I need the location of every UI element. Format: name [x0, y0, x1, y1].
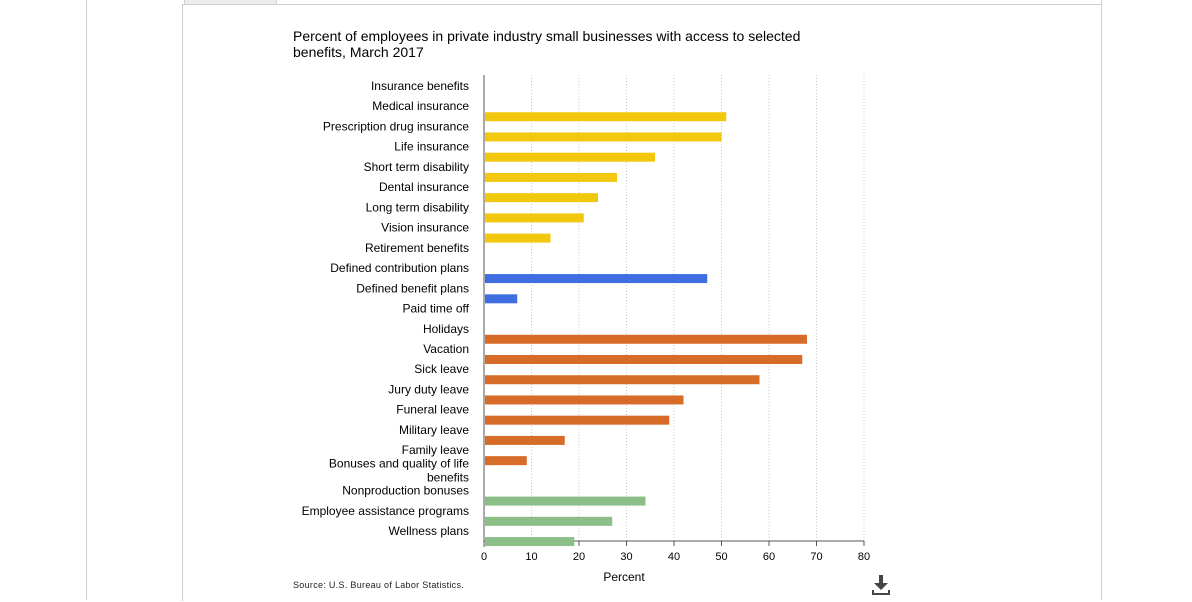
x-tick-label: 80: [858, 551, 870, 563]
chart-title: Percent of employees in private industry…: [293, 28, 801, 60]
category-label: Family leave: [402, 443, 470, 457]
page-border-left: [86, 0, 87, 600]
category-label: Vision insurance: [381, 221, 469, 235]
category-label: Bonuses and quality of life benefits: [329, 456, 469, 484]
bar-bonuses: [485, 516, 613, 526]
bar-paid_time_off: [485, 415, 670, 425]
category-label: Insurance benefits: [371, 79, 469, 93]
download-icon[interactable]: [870, 573, 892, 597]
bar-insurance: [485, 132, 722, 142]
x-tick-label: 0: [481, 551, 487, 563]
category-label: Sick leave: [414, 362, 469, 376]
category-label: Life insurance: [394, 140, 469, 154]
bar-retirement: [485, 294, 518, 304]
category-label: Long term disability: [366, 200, 469, 214]
category-label: Prescription drug insurance: [323, 119, 469, 133]
bar-paid_time_off: [485, 375, 760, 385]
category-label: Short term disability: [364, 160, 469, 174]
x-tick-label: 50: [715, 551, 727, 563]
category-label: Medical insurance: [372, 99, 469, 113]
x-axis-title: Percent: [603, 570, 645, 584]
bar-bonuses: [485, 496, 646, 506]
bar-retirement: [485, 274, 708, 284]
category-label: Funeral leave: [396, 403, 469, 417]
x-tick-label: 20: [573, 551, 585, 563]
category-label: Defined contribution plans: [330, 261, 469, 275]
category-label: Holidays: [423, 322, 469, 336]
x-tick-label: 10: [525, 551, 537, 563]
bar-paid_time_off: [485, 334, 807, 344]
bar-paid_time_off: [485, 456, 527, 466]
x-tick-label: 30: [620, 551, 632, 563]
bar-insurance: [485, 112, 727, 122]
category-label: Wellness plans: [389, 524, 469, 538]
x-tick-label: 40: [668, 551, 680, 563]
bar-paid_time_off: [485, 395, 684, 405]
bar-insurance: [485, 193, 598, 203]
category-label: Military leave: [399, 423, 469, 437]
source-note: Source: U.S. Bureau of Labor Statistics.: [293, 580, 465, 590]
category-label: Defined benefit plans: [356, 281, 469, 295]
bar-paid_time_off: [485, 354, 803, 364]
bar-insurance: [485, 213, 584, 223]
bar-insurance: [485, 233, 551, 243]
category-label: Retirement benefits: [365, 241, 469, 255]
category-label: Vacation: [423, 342, 469, 356]
bar-insurance: [485, 172, 617, 182]
x-tick-label: 70: [810, 551, 822, 563]
category-label: Nonproduction bonuses: [342, 484, 469, 498]
category-label: Jury duty leave: [388, 382, 469, 396]
category-label: Dental insurance: [379, 180, 469, 194]
page-border-right: [1101, 0, 1102, 600]
bar-paid_time_off: [485, 435, 565, 445]
tab-stub[interactable]: [184, 0, 277, 5]
category-label: Employee assistance programs: [302, 504, 469, 518]
bar-insurance: [485, 152, 655, 162]
chart-panel: [182, 4, 1102, 601]
x-tick-label: 60: [763, 551, 775, 563]
bar-bonuses: [485, 537, 575, 547]
category-label: Paid time off: [403, 302, 470, 316]
